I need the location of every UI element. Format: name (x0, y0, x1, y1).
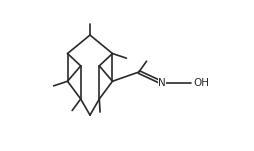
Text: OH: OH (192, 78, 208, 88)
Text: N: N (157, 78, 165, 88)
